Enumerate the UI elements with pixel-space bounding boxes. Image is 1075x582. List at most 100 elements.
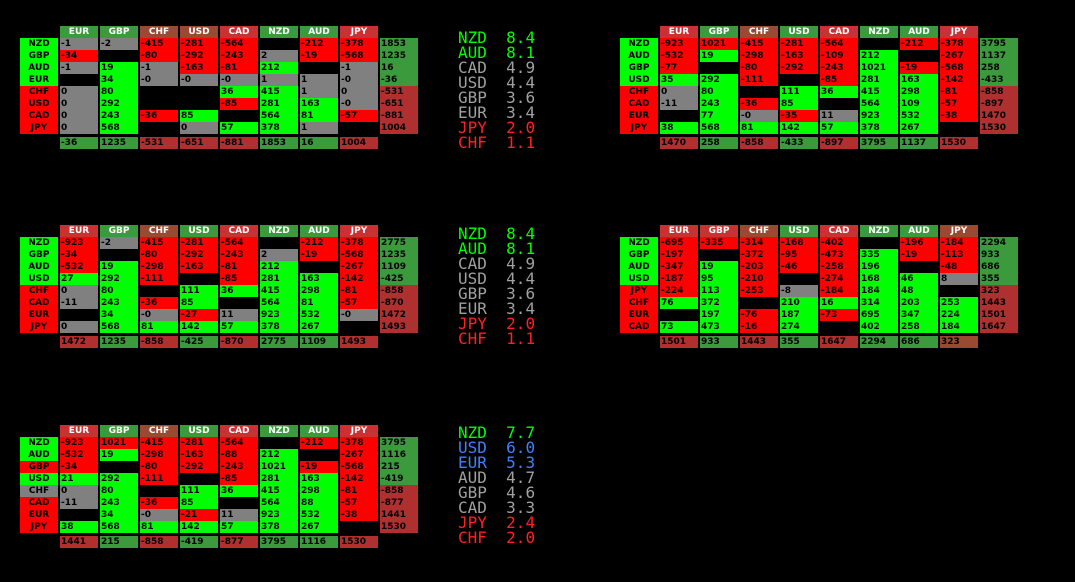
column-header: USD <box>180 225 218 237</box>
matrix-cell: 21 <box>60 473 98 485</box>
matrix-cell: -48 <box>940 261 978 273</box>
row-label: CHF <box>620 297 658 309</box>
ranking-currency: USD <box>458 73 487 92</box>
matrix-cell <box>140 285 178 297</box>
matrix-cell: -243 <box>220 249 258 261</box>
matrix-cell: 168 <box>860 273 898 285</box>
matrix-cell: -415 <box>140 437 178 449</box>
matrix-cell: -0 <box>140 509 178 521</box>
matrix-cell: 292 <box>100 98 138 110</box>
matrix-cell: 16 <box>820 297 858 309</box>
column-header: CHF <box>740 26 778 38</box>
matrix-cell: 0 <box>60 321 98 333</box>
ranking-score: 1.1 <box>506 329 536 348</box>
row-total: 1647 <box>980 321 1018 333</box>
ranking-currency: EUR <box>458 103 487 122</box>
matrix-cell: 11 <box>220 509 258 521</box>
row-total: 2294 <box>980 237 1018 249</box>
row-total: 323 <box>980 285 1018 297</box>
ranking-score: 8.1 <box>506 43 536 62</box>
matrix-cell: -19 <box>300 249 338 261</box>
matrix-cell: -36 <box>140 110 178 122</box>
matrix-cell: 473 <box>700 321 738 333</box>
matrix-cell: 36 <box>220 485 258 497</box>
matrix-cell: 163 <box>300 473 338 485</box>
matrix-cell: 88 <box>300 497 338 509</box>
matrix-cell: -57 <box>340 497 378 509</box>
column-header: AUD <box>900 26 938 38</box>
matrix-cell <box>780 74 818 86</box>
matrix-cell: -11 <box>660 98 698 110</box>
matrix-cell: -81 <box>340 485 378 497</box>
matrix-cell: -564 <box>220 237 258 249</box>
ranking-row: CHF 1.1 <box>458 135 535 151</box>
matrix-cell: 212 <box>260 449 298 461</box>
ranking-row: USD 4.4 <box>458 271 535 287</box>
matrix-cell <box>220 297 258 309</box>
corner-cell <box>980 26 1018 38</box>
matrix-row: CHF 0 80 111 36 415 298 -81 -858 <box>20 485 418 497</box>
matrix-cell: 314 <box>860 297 898 309</box>
matrix-cell: -253 <box>740 285 778 297</box>
column-total: 1235 <box>100 137 138 149</box>
row-label: NZD <box>20 38 58 50</box>
row-label: JPY <box>20 122 58 134</box>
matrix-cell: -34 <box>60 461 98 473</box>
row-total: 1109 <box>380 261 418 273</box>
ranking-score: 5.3 <box>506 453 536 472</box>
column-total: 258 <box>700 137 738 149</box>
matrix-cell: -415 <box>740 38 778 50</box>
matrix-cell <box>860 38 898 50</box>
matrix-row: USD 35 292 -111 -85 281 163 -142 -433 <box>620 74 1018 86</box>
matrix-cell: 85 <box>180 110 218 122</box>
matrix-cell: -111 <box>140 473 178 485</box>
ranking-row: GBP 4.6 <box>458 483 535 502</box>
matrix-cell <box>100 50 138 62</box>
matrix-cell: -0 <box>740 110 778 122</box>
column-header: AUD <box>900 225 938 237</box>
matrix-cell <box>60 309 98 321</box>
row-total: 258 <box>980 62 1018 74</box>
matrix-cell: -372 <box>740 249 778 261</box>
matrix-cell: 695 <box>860 309 898 321</box>
ranking-score: 6.0 <box>506 438 536 457</box>
row-label: AUD <box>20 449 58 461</box>
matrix-cell: -184 <box>820 285 858 297</box>
matrix-cell: 19 <box>100 261 138 273</box>
row-total: 1493 <box>380 321 418 333</box>
matrix-cell: 2 <box>260 249 298 261</box>
column-header: NZD <box>860 225 898 237</box>
column-header: EUR <box>660 26 698 38</box>
matrix-row: AUD -532 19 -298 -163 -88 212 -267 1116 <box>20 449 418 461</box>
corner-cell <box>20 225 58 237</box>
matrix-cell: 378 <box>260 321 298 333</box>
corner-cell <box>380 26 418 38</box>
row-total: 3795 <box>380 437 418 449</box>
column-total: 1493 <box>340 336 378 348</box>
ranking-currency: AUD <box>458 239 487 258</box>
matrix-cell: -564 <box>820 38 858 50</box>
ranking-row: JPY 2.0 <box>458 118 536 137</box>
matrix-cell: 568 <box>100 321 138 333</box>
matrix-cell: -34 <box>60 50 98 62</box>
row-label: CHF <box>620 86 658 98</box>
column-header: AUD <box>300 26 338 38</box>
ranking-score: 2.0 <box>506 118 536 137</box>
matrix-cell: 81 <box>740 122 778 134</box>
row-total: 1472 <box>380 309 418 321</box>
matrix-cell <box>860 237 898 249</box>
ranking-score: 4.4 <box>506 73 536 92</box>
column-header: CHF <box>740 225 778 237</box>
row-total: 16 <box>380 62 418 74</box>
matrix-row: CAD -11 243 -36 85 564 88 -57 -877 <box>20 497 418 509</box>
ranking-currency: GBP <box>458 483 487 502</box>
column-header: CHF <box>140 225 178 237</box>
matrix-cell: -88 <box>220 449 258 461</box>
matrix-cell: -35 <box>780 110 818 122</box>
matrix-row: NZD -1 -2 -415 -281 -564 -212 -378 1853 <box>20 38 418 50</box>
matrix-cell: 196 <box>860 261 898 273</box>
matrix-cell <box>300 62 338 74</box>
ranking-row: USD 6.0 <box>458 438 536 457</box>
matrix-cell: 85 <box>180 497 218 509</box>
matrix-cell: -109 <box>820 50 858 62</box>
